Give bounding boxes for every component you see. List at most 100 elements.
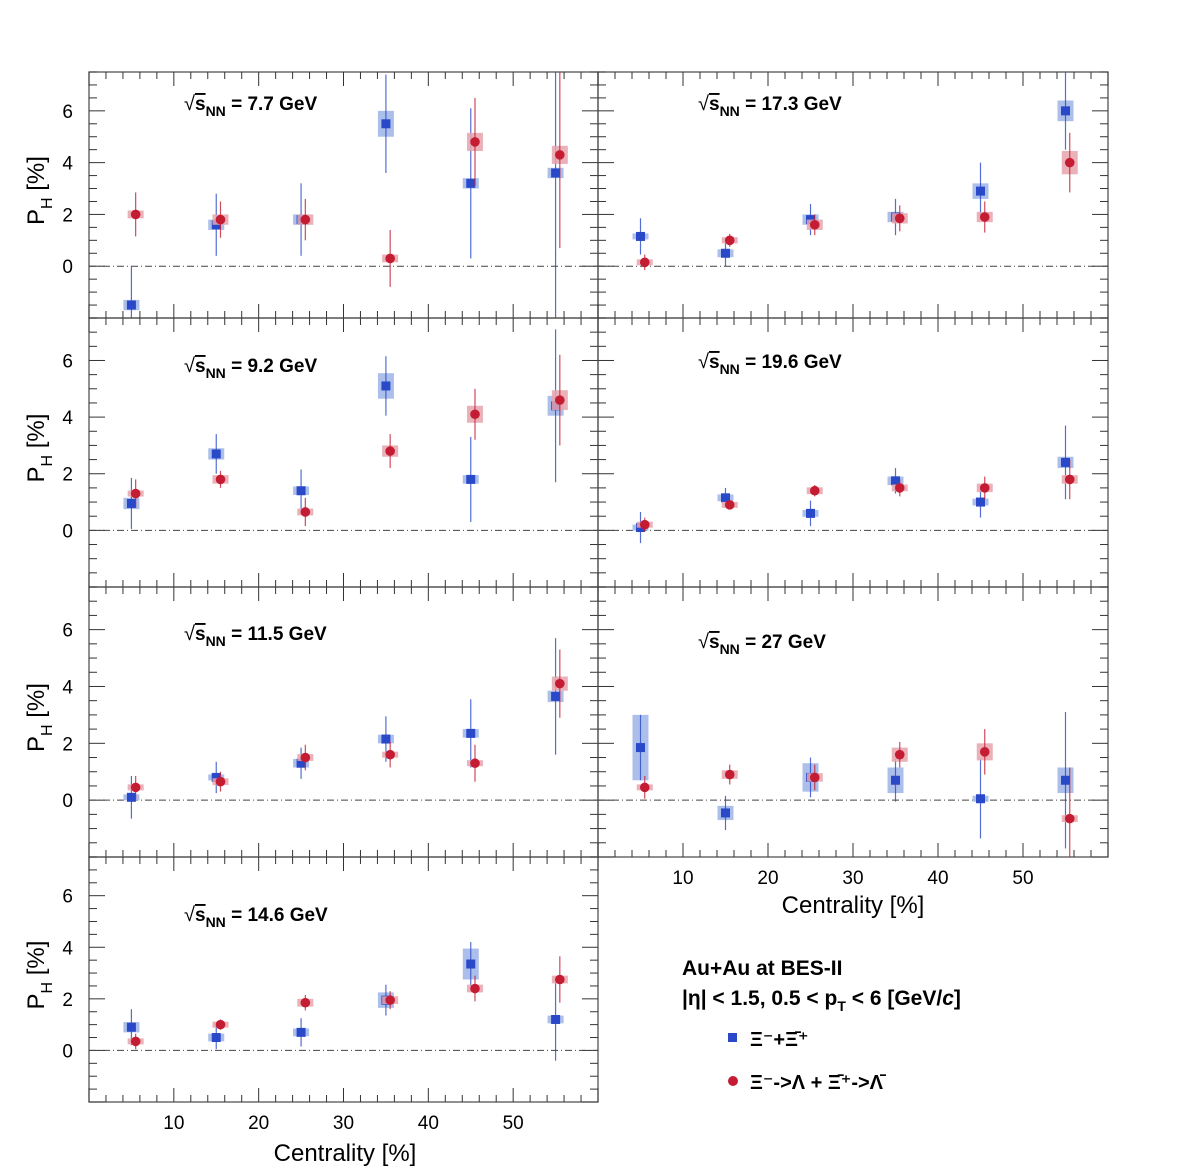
legend-header-line2-main: |η| < 1.5, 0.5 < p (682, 987, 837, 1010)
lambda-marker (639, 257, 650, 268)
lambda-marker (470, 409, 480, 420)
y-axis-title-main: P (23, 466, 50, 482)
panel-frame (597, 317, 1109, 588)
lambda-marker (979, 212, 990, 222)
sqrt-symbol: √ (184, 904, 195, 926)
energy-s: s (709, 94, 720, 115)
lambda-marker (215, 776, 226, 787)
xi-marker (1061, 106, 1070, 116)
xi-marker (296, 1027, 306, 1037)
energy-value: = 19.6 GeV (740, 352, 842, 373)
xi-marker (381, 381, 391, 391)
y-tick-label: 2 (62, 990, 73, 1011)
lambda-marker (300, 997, 311, 1008)
panel-frame (88, 317, 599, 588)
xi-marker (466, 178, 476, 188)
lambda-marker (300, 214, 311, 225)
energy-s: s (195, 624, 206, 645)
y-axis-title-unit: [%] (23, 941, 50, 982)
energy-value: = 14.6 GeV (226, 905, 328, 926)
data-layer (123, 638, 568, 819)
energy-label: √sNN = 27 GeV (698, 631, 826, 657)
energy-value: = 17.3 GeV (740, 94, 842, 115)
x-tick-label: 40 (418, 1113, 439, 1134)
energy-value: = 9.2 GeV (226, 356, 318, 377)
legend: Au+Au at BES-II |η| < 1.5, 0.5 < pT < 6 … (682, 957, 961, 1094)
lambda-marker (300, 752, 311, 763)
lambda-marker (130, 782, 141, 793)
xi-marker (721, 248, 730, 258)
energy-value: = 27 GeV (740, 632, 826, 653)
lambda-marker (894, 749, 905, 760)
legend-series1-label: Ξ⁻+Ξ̄⁺ (750, 1029, 809, 1051)
data-layer (123, 72, 568, 318)
energy-s: s (195, 94, 206, 115)
lambda-marker (979, 747, 990, 757)
lambda-marker (979, 483, 990, 493)
lambda-marker (385, 995, 395, 1005)
xi-marker (381, 119, 391, 129)
xi-marker (551, 168, 561, 178)
xi-marker (466, 728, 476, 738)
y-axis-title: PH [%] (23, 156, 56, 225)
lambda-marker (809, 219, 820, 230)
lambda-marker (555, 974, 565, 985)
lambda-marker (724, 769, 735, 780)
y-tick-label: 4 (62, 677, 73, 698)
xi-marker (891, 775, 900, 785)
x-tick-label: 10 (163, 1113, 184, 1134)
xi-marker (721, 808, 730, 818)
data-layer (632, 72, 1078, 271)
lambda-marker (1064, 157, 1075, 168)
panel-frame (597, 586, 1109, 858)
lambda-marker (215, 214, 226, 225)
legend-header-line2-c: c (942, 987, 954, 1010)
energy-label: √sNN = 9.2 GeV (184, 355, 317, 381)
y-tick-label: 6 (62, 887, 73, 908)
energy-label: √sNN = 17.3 GeV (698, 93, 842, 119)
xi-marker (976, 497, 985, 507)
energy-nn: NN (206, 103, 226, 119)
y-tick-label: 4 (62, 154, 73, 175)
lambda-marker (894, 483, 905, 493)
y-tick-label: 0 (62, 257, 73, 278)
xi-marker (126, 300, 136, 310)
energy-value: = 7.7 GeV (226, 94, 318, 115)
y-axis-title-unit: [%] (23, 414, 50, 455)
energy-label: √sNN = 19.6 GeV (698, 351, 842, 377)
lambda-marker (130, 1036, 141, 1047)
energy-s: s (195, 356, 206, 377)
panel-19-6-GeV: √sNN = 19.6 GeV (597, 317, 1109, 588)
xi-marker (126, 792, 136, 802)
sqrt-symbol: √ (184, 93, 195, 115)
xi-marker (466, 959, 476, 969)
xi-marker (551, 691, 561, 701)
lambda-marker (470, 137, 480, 147)
xi-marker (551, 1014, 561, 1024)
data-layer (632, 712, 1078, 857)
x-tick-label: 10 (672, 868, 693, 889)
panel-frame (88, 71, 599, 319)
xi-marker (211, 772, 221, 782)
xi-marker (126, 1022, 136, 1032)
y-axis-title-main: P (23, 736, 50, 752)
energy-label: √sNN = 7.7 GeV (184, 93, 317, 119)
lambda-marker (555, 395, 565, 405)
energy-nn: NN (206, 633, 226, 649)
energy-nn: NN (720, 641, 740, 657)
energy-nn: NN (720, 103, 740, 119)
legend-header-line2-end: ] (954, 987, 961, 1010)
y-tick-label: 6 (62, 102, 73, 123)
xi-marker (296, 758, 306, 768)
lambda-marker (724, 500, 735, 510)
x-tick-label: 40 (927, 868, 948, 889)
sqrt-symbol: √ (184, 623, 195, 645)
xi-marker (381, 734, 391, 744)
x-tick-label: 50 (1012, 868, 1033, 889)
panel-11-5-GeV: 0 2 4 6 PH [%] √sNN = 11.5 GeV (23, 586, 599, 858)
lambda-marker (215, 1019, 226, 1030)
y-axis-title: PH [%] (23, 414, 56, 483)
y-tick-label: 0 (62, 521, 73, 542)
xi-marker (211, 449, 221, 459)
xi-marker (211, 220, 221, 230)
